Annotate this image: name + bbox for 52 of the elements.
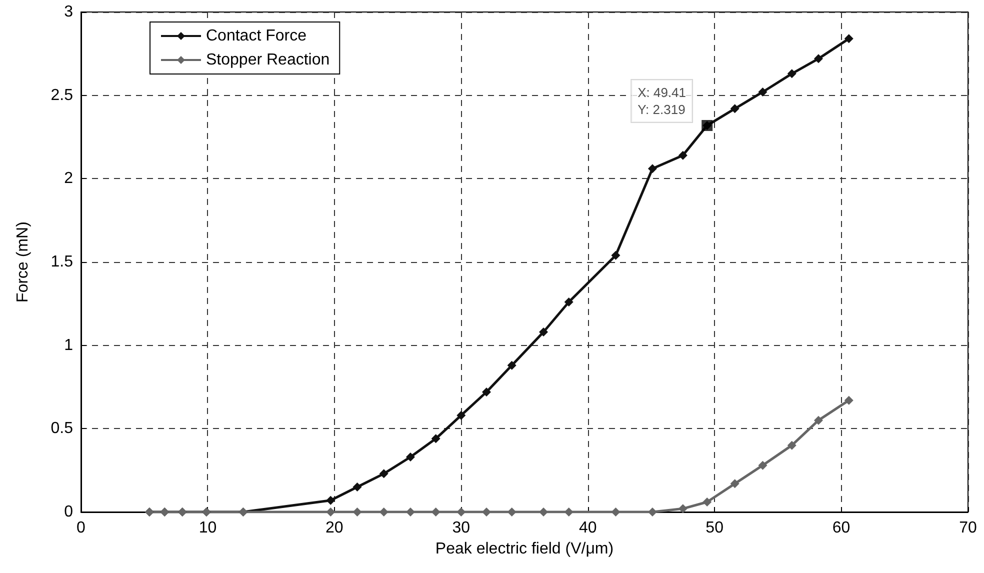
x-axis-title: Peak electric field (V/μm): [435, 540, 614, 558]
point: [678, 504, 688, 514]
point: [352, 482, 362, 492]
legend-label: Contact Force: [206, 28, 307, 44]
x-tick-label: 20: [326, 520, 344, 536]
y-tick-label: 0: [64, 504, 74, 520]
point: [352, 508, 362, 516]
x-tick-label: 10: [198, 520, 217, 536]
legend-label: Stopper Reaction: [206, 52, 330, 68]
point: [482, 388, 491, 396]
point: [648, 164, 657, 174]
point: [456, 410, 466, 420]
y-axis-title: Force (mN): [14, 222, 32, 302]
y-tick-label: 2: [64, 170, 74, 188]
point: [814, 54, 823, 64]
y-tick-label: 2.5: [50, 86, 74, 104]
y-tick-label: 1: [64, 336, 74, 354]
point: [326, 496, 336, 505]
annotation: X: 49.41 Y: 2.319: [638, 85, 686, 117]
point: [507, 360, 516, 370]
point: [379, 469, 388, 478]
point: [406, 452, 415, 462]
y-tick-label: 3: [64, 4, 74, 20]
point: [814, 416, 823, 425]
y-tick-label: 1.5: [50, 254, 74, 270]
point: [507, 508, 516, 516]
point: [539, 328, 548, 336]
point: [456, 508, 466, 516]
point: [844, 34, 854, 44]
point: [379, 508, 388, 516]
x-tick-label: 60: [832, 520, 850, 536]
point: [730, 104, 740, 114]
x-tick-label: 0: [76, 520, 86, 536]
point: [431, 508, 440, 516]
x-tick-label: 50: [706, 520, 724, 536]
point: [611, 250, 620, 260]
point: [787, 69, 796, 78]
point: [758, 460, 768, 470]
point: [431, 434, 440, 444]
point: [758, 88, 768, 96]
y-tick-label: 0.5: [50, 420, 74, 438]
x-tick-label: 30: [452, 520, 470, 536]
point: [564, 298, 574, 306]
point: [678, 150, 688, 160]
point: [730, 479, 740, 488]
point: [844, 396, 854, 405]
point: [611, 508, 620, 516]
point: [702, 498, 712, 506]
x-tick-label: 70: [959, 520, 977, 536]
point: [787, 440, 796, 450]
x-tick-label: 40: [578, 520, 597, 536]
point: [564, 508, 574, 516]
